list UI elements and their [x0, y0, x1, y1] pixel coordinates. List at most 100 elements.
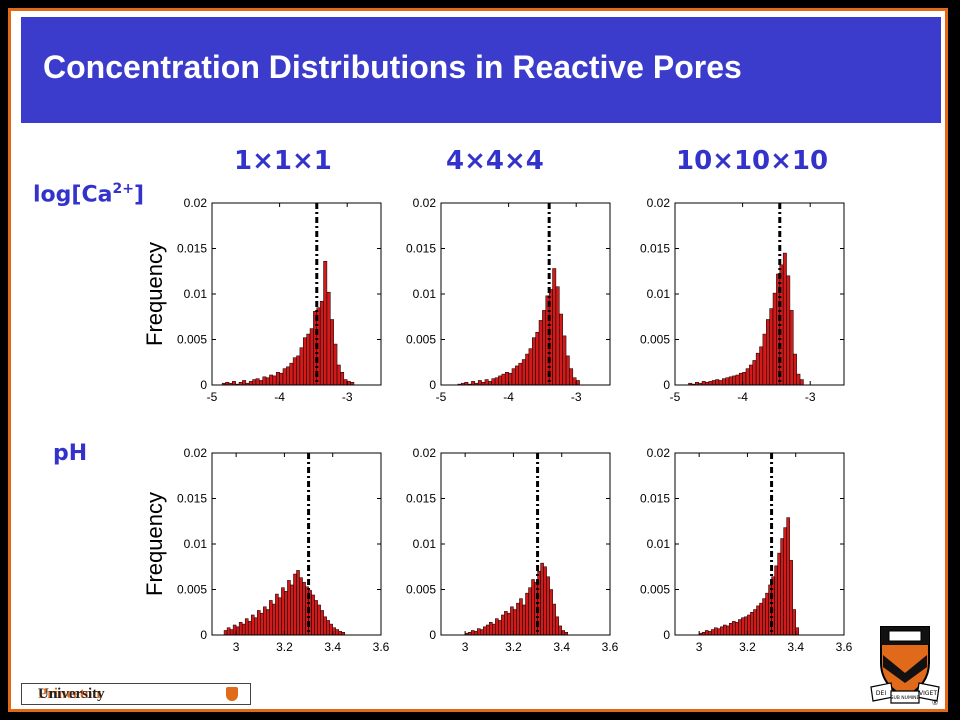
bar: [260, 612, 264, 636]
princeton-shield-icon: DEI SUB NUMINE VIGET ®: [870, 626, 940, 707]
bar: [320, 610, 324, 636]
y-tick-label: 0.005: [640, 583, 670, 597]
bar: [266, 609, 270, 636]
bar: [483, 626, 487, 636]
bar: [710, 629, 715, 636]
bar: [777, 552, 781, 636]
title-bar: Concentration Distributions in Reactive …: [21, 17, 941, 123]
y-tick-label: 0.02: [647, 446, 671, 460]
bar: [275, 372, 280, 386]
bar: [750, 612, 754, 636]
bar: [728, 376, 733, 386]
y-tick-label: 0.005: [177, 333, 207, 347]
bar: [555, 286, 560, 386]
bar: [333, 343, 338, 386]
x-tick-label: -4: [503, 390, 514, 404]
bar: [338, 631, 343, 636]
bar: [282, 368, 287, 386]
bar: [549, 589, 553, 636]
bar: [306, 333, 311, 386]
bar: [314, 600, 318, 636]
x-tick-label: 3.2: [276, 640, 293, 654]
bar: [262, 376, 267, 386]
bar: [732, 375, 737, 386]
x-tick-label: 3.2: [505, 640, 522, 654]
y-tick-label: 0.02: [647, 196, 671, 210]
bar: [786, 275, 791, 386]
y-tick-label: 0.005: [177, 583, 207, 597]
bar: [311, 594, 315, 636]
bar: [531, 579, 535, 636]
bar: [323, 616, 327, 636]
bar: [265, 377, 270, 386]
bar: [259, 380, 263, 386]
bar: [335, 629, 340, 636]
x-tick-label: 3.2: [739, 640, 756, 654]
bar: [510, 606, 514, 636]
x-tick-label: 3.6: [373, 640, 390, 654]
bar: [275, 593, 279, 636]
x-tick-label: 3: [696, 640, 703, 654]
bar: [223, 630, 228, 636]
bar: [346, 381, 351, 386]
bar: [323, 260, 328, 386]
bar: [729, 622, 733, 636]
bar: [759, 602, 763, 636]
y-axis-label: Frequency: [142, 242, 167, 346]
bar: [713, 627, 718, 636]
y-tick-label: 0.02: [184, 446, 208, 460]
y-tick-label: 0.02: [413, 446, 437, 460]
bar: [515, 365, 519, 386]
bar: [250, 614, 255, 636]
shield-motto-viget: VIGET: [919, 690, 937, 697]
bar: [708, 381, 713, 386]
bar: [575, 380, 580, 386]
bar: [783, 527, 787, 636]
bar: [501, 614, 505, 636]
histogram-ph-4x4x4: 0 0.005 0.01 0.015 0.02 3 3.2 3.4 3.6: [406, 446, 619, 654]
y-tick-label: 0.01: [413, 537, 437, 551]
histogram-ca-1x1x1: 0 0.005 0.01 0.015 0.02 -5 -4 -3 Frequency: [142, 196, 382, 404]
bar: [555, 616, 559, 636]
bar: [303, 337, 307, 386]
bar: [766, 319, 770, 386]
logo-university: University: [38, 686, 105, 702]
bar: [241, 623, 246, 636]
y-tick-label: 0: [663, 378, 670, 392]
bar: [247, 621, 252, 636]
bar: [326, 620, 330, 636]
bar: [287, 580, 291, 636]
bar: [486, 624, 490, 636]
row-label-ca-sup: 2+: [112, 181, 134, 197]
bar: [229, 629, 234, 636]
bar: [278, 597, 282, 636]
bar: [290, 584, 294, 636]
bar: [272, 603, 276, 636]
bar: [281, 587, 285, 636]
y-axis-label: Frequency: [142, 492, 167, 596]
histogram-grid: 0 0.005 0.01 0.015 0.02 -5 -4 -3 Frequency 0 0.005…: [142, 196, 853, 654]
bar: [299, 577, 303, 636]
bar: [479, 629, 484, 636]
bar: [489, 622, 493, 636]
bar: [546, 576, 550, 636]
bar: [519, 598, 523, 636]
bar: [299, 347, 304, 386]
bar: [296, 570, 300, 636]
bar: [522, 604, 526, 636]
bar: [495, 618, 499, 636]
bar: [473, 631, 478, 636]
bar: [715, 379, 720, 386]
bar: [538, 320, 543, 386]
bar: [726, 625, 730, 636]
bar: [471, 381, 476, 386]
y-tick-label: 0.02: [413, 196, 437, 210]
row-label-ph: pH: [53, 441, 88, 466]
bar: [532, 337, 536, 386]
x-tick-label: 3: [233, 640, 240, 654]
bar: [796, 373, 801, 386]
bar: [494, 377, 499, 386]
bar: [317, 604, 321, 636]
bar: [735, 374, 740, 386]
histogram-ca-4x4x4: 0 0.005 0.01 0.015 0.02 -5 -4 -3: [406, 196, 611, 404]
